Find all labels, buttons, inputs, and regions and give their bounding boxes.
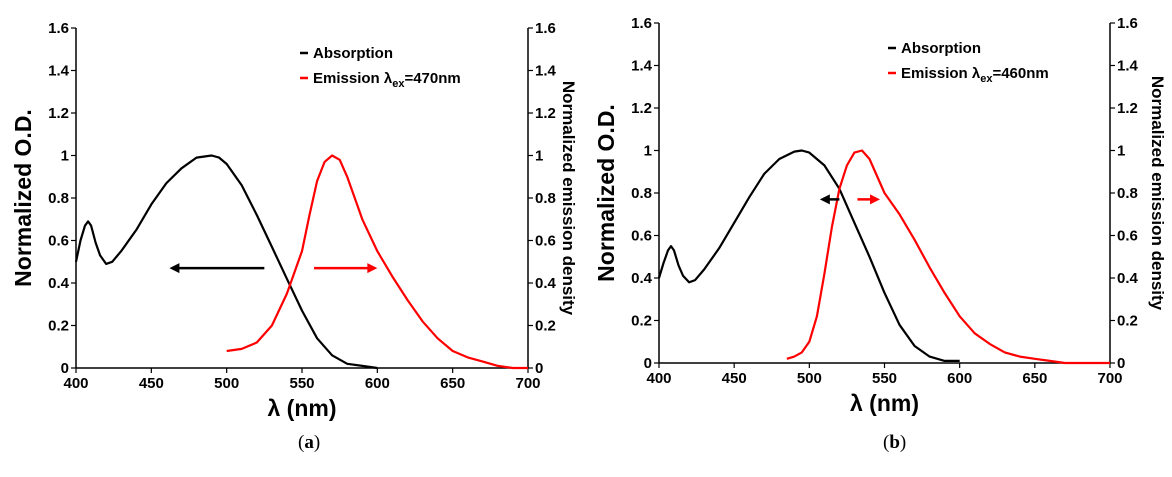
y-tick-label: 1.4 bbox=[631, 58, 653, 75]
legend-entry-label: Emission λex=470nm bbox=[313, 70, 461, 90]
legend-entry-label: Absorption bbox=[313, 45, 393, 62]
chart-panel-a: 400 450 500 550 600 650 70000.20.40.60.811.21.… bbox=[10, 20, 578, 453]
legend-entry-label: Absorption bbox=[901, 40, 981, 57]
emission-series-line bbox=[786, 149, 1110, 365]
y2-tick-label: 1 bbox=[1117, 143, 1125, 160]
y-tick-label: 0.8 bbox=[631, 185, 652, 202]
x-axis-label: λ (nm) bbox=[850, 390, 919, 416]
y-tick-label: 0.2 bbox=[631, 313, 652, 330]
legend-entry-label: Emission λex=460nm bbox=[901, 65, 1049, 85]
x-tick-label: 500 bbox=[797, 370, 822, 387]
y2-tick-label: 0.4 bbox=[1117, 270, 1139, 287]
x-tick-label: 600 bbox=[947, 370, 972, 387]
y2-tick-label: 0 bbox=[535, 360, 543, 377]
panel-caption: (b) bbox=[883, 432, 906, 453]
y2-tick-label: 0.6 bbox=[1117, 228, 1138, 245]
y-tick-label: 0.4 bbox=[48, 275, 70, 292]
x-tick-label: 700 bbox=[515, 375, 540, 392]
y2-tick-label: 0.6 bbox=[535, 233, 556, 250]
y-axis-label: Normalized O.D. bbox=[593, 104, 619, 282]
y2-tick-label: 0.2 bbox=[1117, 313, 1138, 330]
y-tick-label: 0.2 bbox=[48, 318, 69, 335]
y2-tick-label: 0 bbox=[1117, 355, 1125, 372]
absorption-series-line bbox=[74, 154, 378, 370]
x-tick-label: 400 bbox=[646, 370, 671, 387]
y-tick-label: 1 bbox=[61, 148, 69, 165]
y2-tick-label: 1.2 bbox=[535, 105, 556, 122]
y-tick-label: 1.6 bbox=[631, 15, 652, 32]
y-tick-label: 1 bbox=[644, 143, 652, 160]
x-tick-label: 500 bbox=[214, 375, 239, 392]
emission-arrow bbox=[857, 194, 880, 205]
y-axis-label: Normalized O.D. bbox=[10, 109, 36, 287]
y2-tick-label: 1.4 bbox=[1117, 58, 1139, 75]
chart-panel-b: 400 450 500 550 600 650 70000.20.40.60.811.21.… bbox=[593, 15, 1167, 453]
x-tick-label: 650 bbox=[1022, 370, 1047, 387]
absorption-arrow bbox=[169, 263, 265, 274]
y2-tick-label: 1 bbox=[535, 148, 543, 165]
x-tick-label: 450 bbox=[722, 370, 747, 387]
emission-arrow bbox=[314, 263, 378, 274]
y-tick-label: 1.2 bbox=[48, 105, 69, 122]
x-tick-label: 700 bbox=[1097, 370, 1122, 387]
y2-axis-label: Normalized emission density bbox=[559, 81, 578, 316]
y-tick-label: 0 bbox=[644, 355, 652, 372]
y2-tick-label: 1.2 bbox=[1117, 100, 1138, 117]
y2-tick-label: 0.8 bbox=[1117, 185, 1138, 202]
absorption-series-line bbox=[657, 149, 960, 362]
x-tick-label: 400 bbox=[63, 375, 88, 392]
y2-tick-label: 1.4 bbox=[535, 63, 557, 80]
x-tick-label: 550 bbox=[289, 375, 314, 392]
absorption-arrow bbox=[819, 194, 840, 205]
x-tick-label: 550 bbox=[872, 370, 897, 387]
panel-caption: (a) bbox=[298, 432, 320, 453]
y-tick-label: 0.8 bbox=[48, 190, 69, 207]
x-tick-label: 450 bbox=[139, 375, 164, 392]
y-tick-label: 1.6 bbox=[48, 20, 69, 37]
y2-tick-label: 0.2 bbox=[535, 318, 556, 335]
y-tick-label: 0.6 bbox=[631, 228, 652, 245]
y-tick-label: 0.4 bbox=[631, 270, 653, 287]
y2-axis-label: Normalized emission density bbox=[1148, 76, 1167, 311]
y-tick-label: 1.4 bbox=[48, 63, 70, 80]
y-tick-label: 0.6 bbox=[48, 233, 69, 250]
x-axis-label: λ (nm) bbox=[268, 395, 337, 421]
y2-tick-label: 1.6 bbox=[535, 20, 556, 37]
emission-series-line bbox=[226, 154, 528, 370]
x-tick-label: 650 bbox=[440, 375, 465, 392]
y2-tick-label: 0.8 bbox=[535, 190, 556, 207]
x-tick-label: 600 bbox=[365, 375, 390, 392]
y2-tick-label: 0.4 bbox=[535, 275, 557, 292]
y-tick-label: 0 bbox=[61, 360, 69, 377]
y-tick-label: 1.2 bbox=[631, 100, 652, 117]
y2-tick-label: 1.6 bbox=[1117, 15, 1138, 32]
